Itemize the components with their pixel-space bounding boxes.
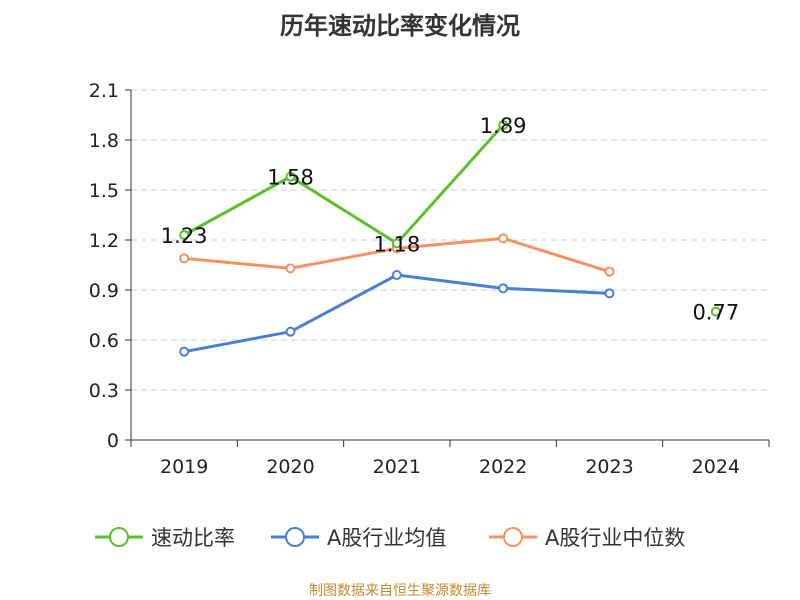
series-1 [179,270,615,357]
legend-label: A股行业中位数 [545,526,685,550]
grid-lines [131,89,769,391]
y-tick-label: 1.2 [89,230,119,252]
axes: 0 0.3 0.6 0.9 1.2 1.5 1.8 2.1 2019 2020 2021 2022 20… [89,80,770,478]
data-point[interactable] [391,270,402,280]
data-point[interactable] [179,346,190,357]
data-label: 1.58 [267,166,314,190]
data-point[interactable] [498,233,509,244]
y-tick-label: 2.1 [89,80,119,102]
data-point[interactable] [285,326,296,337]
chart-title: 历年速动比率变化情况 [280,12,520,40]
y-tick-label: 0.6 [89,330,119,352]
source-note: 制图数据来自恒生聚源数据库 [309,583,491,599]
series-0 [179,120,721,317]
data-label: 1.23 [161,224,208,248]
series-lines [179,120,721,357]
y-tick-label: 1.5 [89,180,119,202]
data-label: 1.89 [480,114,527,138]
data-point[interactable] [391,238,402,249]
data-point[interactable] [285,263,296,274]
series-line [183,123,505,245]
y-tick-label: 0.9 [89,280,119,302]
data-point[interactable] [285,171,296,182]
x-tick-label: 2021 [373,456,421,478]
legend-marker [285,527,305,547]
data-point[interactable] [498,120,509,130]
data-labels: 1.23 1.58 1.18 1.89 0.77 [161,114,739,325]
legend-label: 速动比率 [151,526,235,550]
data-point[interactable] [179,230,190,240]
x-tick-label: 2019 [160,456,208,478]
legend-marker [503,527,523,547]
legend-item-2[interactable]: A股行业中位数 [489,526,685,550]
x-tick-label: 2024 [692,456,740,478]
x-tick-label: 2022 [479,456,527,478]
legend[interactable]: 速动比率 A股行业均值 A股行业中位数 [95,526,685,550]
legend-label: A股行业均值 [327,526,446,550]
legend-item-1[interactable]: A股行业均值 [271,526,446,550]
data-label: 0.77 [692,301,739,325]
data-point[interactable] [710,306,721,317]
legend-marker [109,527,129,547]
data-point[interactable] [498,283,509,294]
data-point[interactable] [604,288,615,299]
data-point[interactable] [604,266,615,277]
x-tick-label: 2020 [266,456,314,478]
y-tick-label: 0.3 [89,380,119,402]
y-tick-label: 1.8 [89,130,119,152]
data-label: 1.18 [373,232,420,256]
x-tick-label: 2023 [585,456,633,478]
y-tick-label: 0 [107,430,119,452]
data-point[interactable] [179,253,190,264]
legend-item-0[interactable]: 速动比率 [95,526,235,550]
